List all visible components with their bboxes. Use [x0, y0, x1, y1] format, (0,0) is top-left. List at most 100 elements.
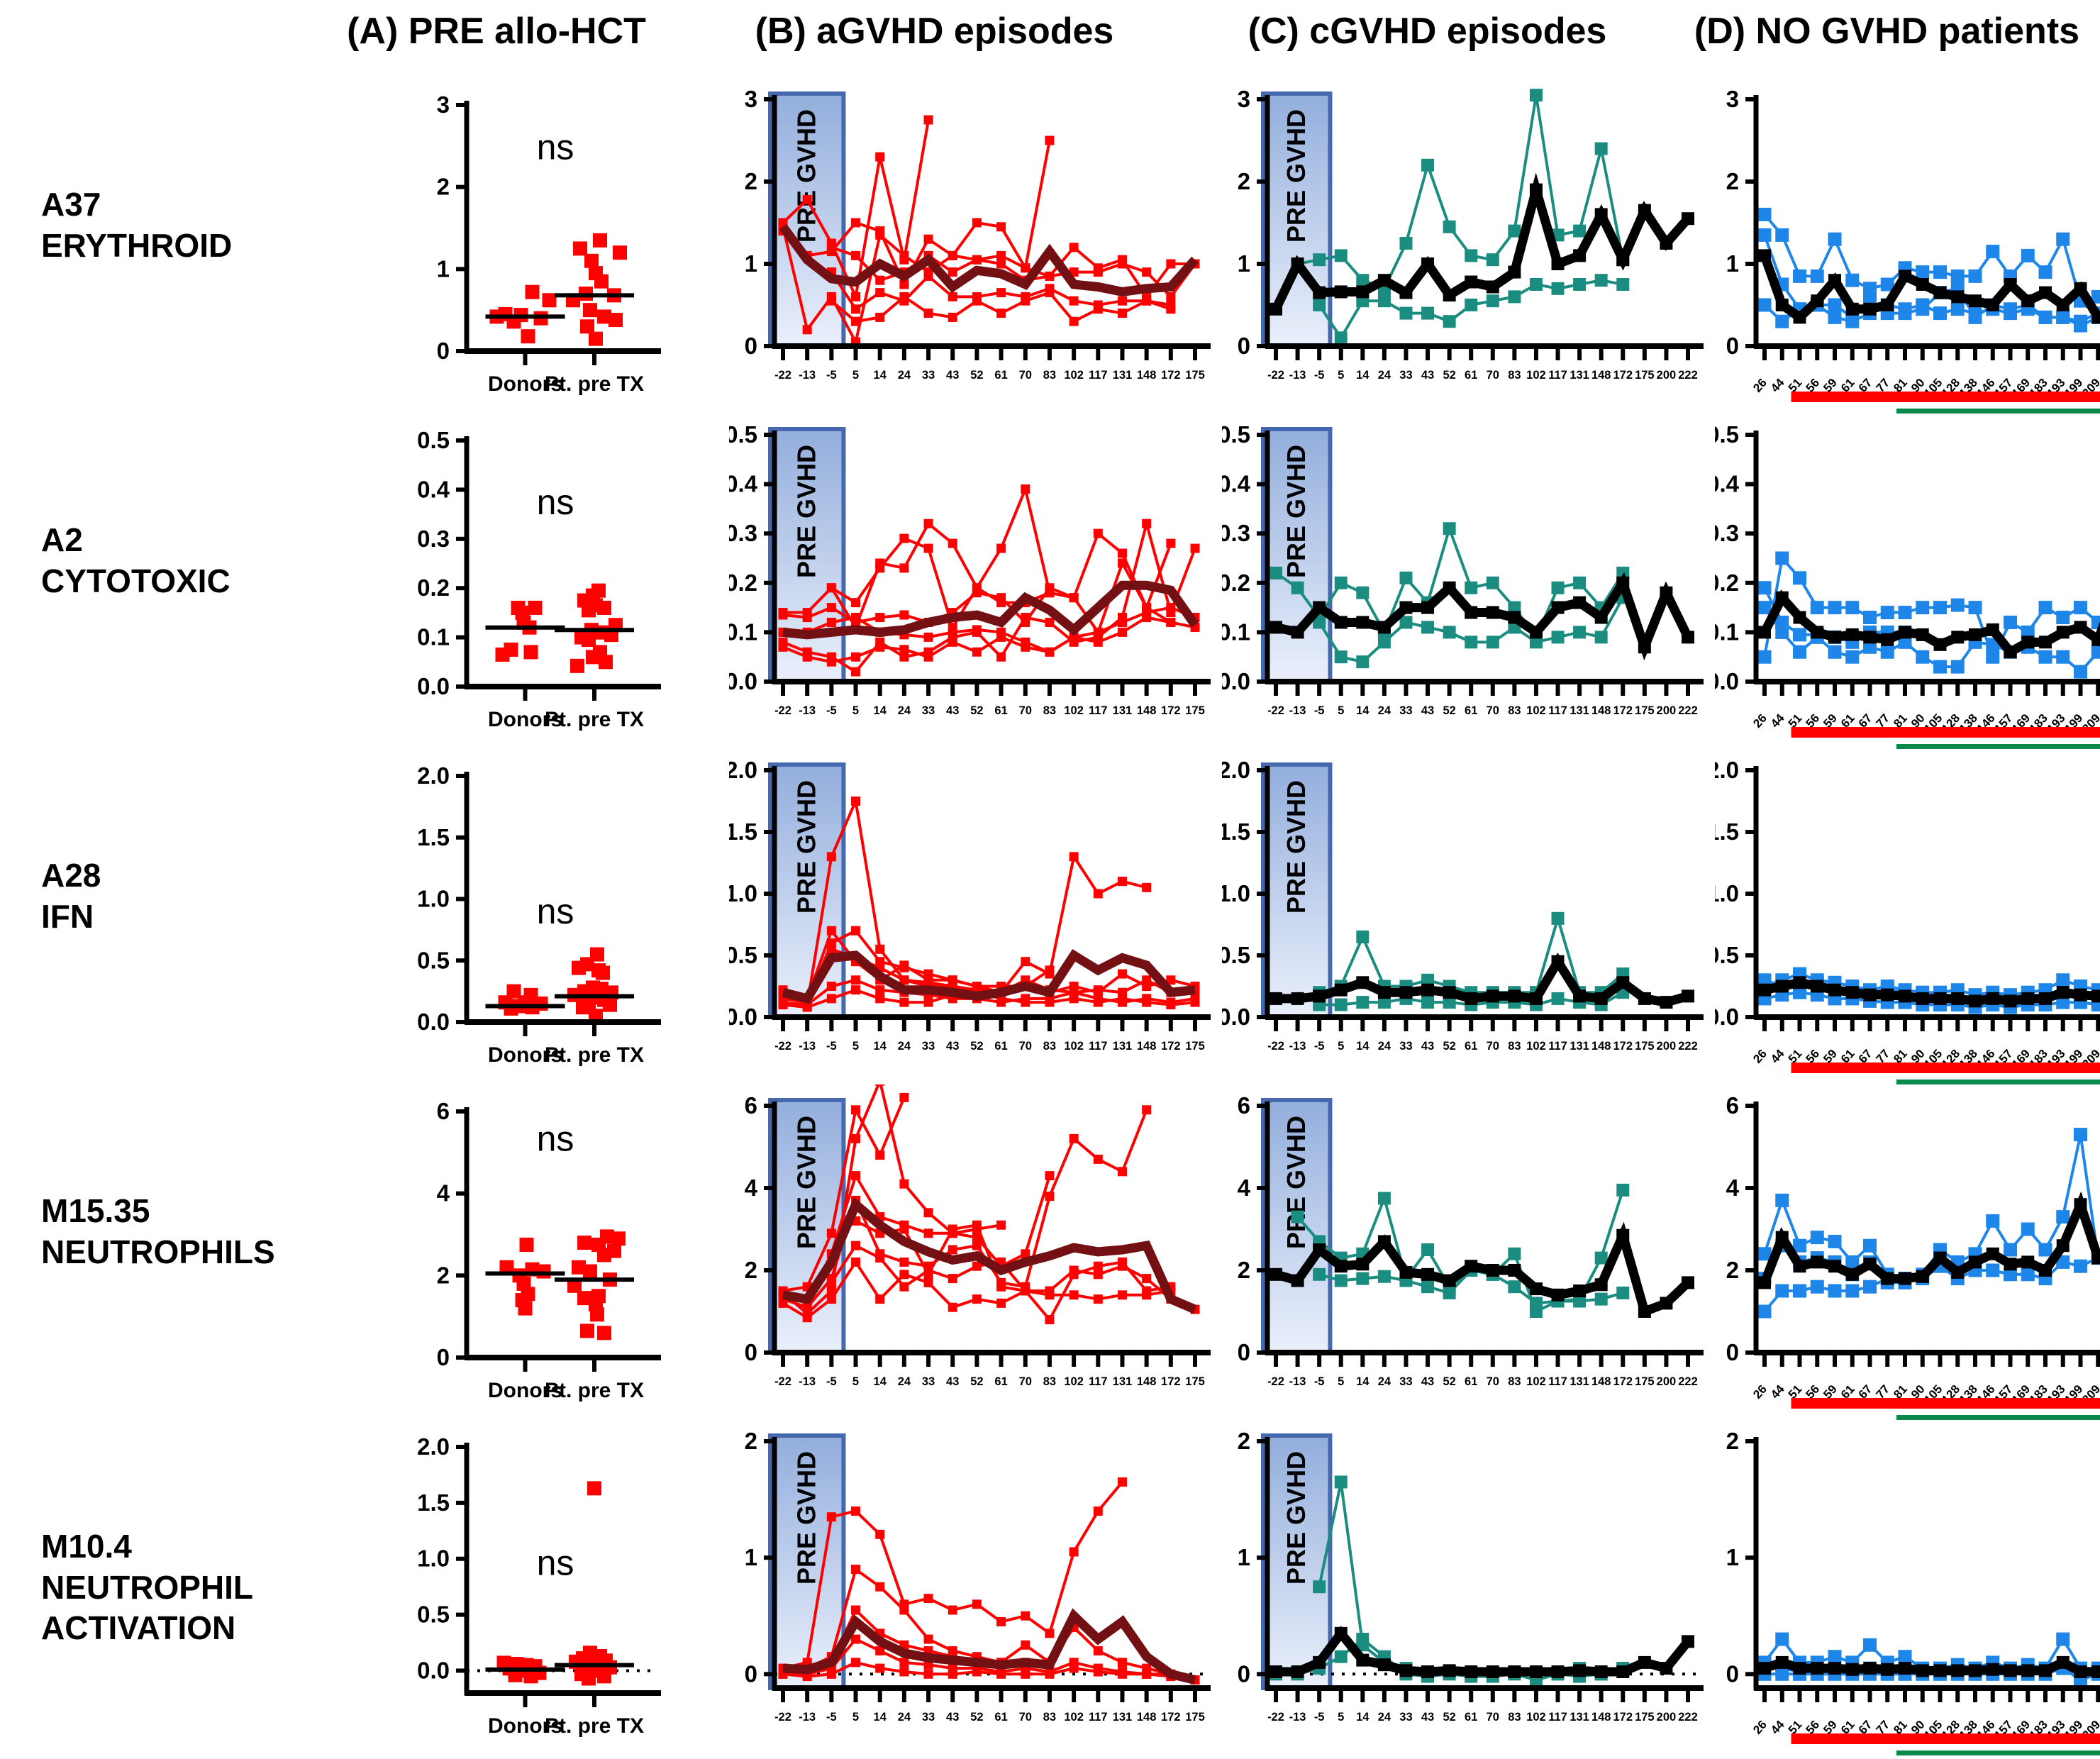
svg-text:24: 24 [1378, 704, 1391, 717]
svg-text:117: 117 [1089, 369, 1108, 382]
svg-text:-13: -13 [799, 704, 816, 717]
svg-text:102: 102 [1526, 1711, 1546, 1724]
svg-text:43: 43 [946, 1040, 959, 1053]
svg-text:6: 6 [745, 1092, 757, 1119]
svg-text:175: 175 [1185, 1040, 1205, 1053]
row-label-line: CYTOTOXIC [41, 561, 346, 602]
svg-text:33: 33 [922, 1040, 935, 1053]
svg-text:102: 102 [1064, 1040, 1084, 1053]
svg-text:61: 61 [1465, 1040, 1477, 1053]
svg-text:148: 148 [1137, 369, 1157, 382]
svg-text:ns: ns [537, 127, 574, 167]
header-no-gvhd: (D) NO GVHD patients [1674, 0, 2100, 78]
svg-text:83: 83 [1043, 704, 1056, 717]
svg-text:1.0: 1.0 [1715, 880, 1739, 906]
svg-text:-13: -13 [1289, 369, 1306, 382]
svg-text:83: 83 [1508, 1040, 1521, 1053]
svg-text:175: 175 [1635, 369, 1655, 382]
svg-text:-13: -13 [799, 1375, 816, 1388]
svg-text:0.1: 0.1 [729, 618, 757, 645]
svg-text:-22: -22 [1267, 704, 1284, 717]
svg-text:PRE GVHD: PRE GVHD [792, 109, 821, 243]
svg-text:-13: -13 [799, 1711, 816, 1724]
svg-text:0: 0 [745, 1660, 757, 1687]
svg-text:33: 33 [922, 1375, 935, 1388]
svg-text:117: 117 [1548, 1375, 1567, 1388]
svg-text:2.0: 2.0 [417, 762, 450, 789]
svg-text:0.2: 0.2 [1715, 570, 1739, 596]
svg-text:0: 0 [745, 333, 757, 359]
chart-svg-r5d: 0122644515659616777819010512813814615716… [1715, 1420, 2100, 1755]
svg-text:26: 26 [1750, 376, 1770, 395]
svg-text:0: 0 [745, 1339, 757, 1365]
svg-text:2.0: 2.0 [729, 757, 757, 783]
svg-text:24: 24 [898, 1040, 911, 1053]
svg-text:172: 172 [1613, 1711, 1633, 1724]
svg-text:5: 5 [852, 1040, 859, 1053]
svg-text:-22: -22 [1267, 1375, 1284, 1388]
svg-text:200: 200 [1657, 1040, 1677, 1053]
svg-text:0.4: 0.4 [417, 476, 450, 502]
panel-r3d: 0.00.51.01.52.02644515659616777819010512… [1715, 749, 2100, 1084]
svg-text:24: 24 [898, 704, 911, 717]
svg-text:0.0: 0.0 [1222, 668, 1250, 694]
svg-text:5: 5 [1338, 1040, 1344, 1053]
svg-text:14: 14 [1356, 369, 1370, 382]
svg-text:3: 3 [1238, 86, 1250, 112]
svg-text:43: 43 [946, 1711, 959, 1724]
svg-text:0: 0 [437, 1344, 450, 1370]
svg-text:5: 5 [852, 369, 859, 382]
svg-text:117: 117 [1089, 1040, 1108, 1053]
svg-text:0: 0 [1726, 1660, 1739, 1687]
svg-text:5: 5 [1338, 369, 1344, 382]
svg-text:2: 2 [437, 1262, 450, 1288]
svg-text:52: 52 [970, 369, 983, 382]
svg-text:0.1: 0.1 [1715, 618, 1739, 645]
svg-text:24: 24 [898, 1711, 911, 1724]
svg-text:83: 83 [1508, 704, 1521, 717]
svg-text:-5: -5 [1314, 369, 1325, 382]
svg-text:172: 172 [1161, 704, 1181, 717]
svg-text:175: 175 [1635, 1040, 1655, 1053]
svg-text:0: 0 [437, 338, 450, 364]
svg-text:-22: -22 [774, 1040, 791, 1053]
svg-text:70: 70 [1019, 369, 1032, 382]
svg-text:70: 70 [1487, 1040, 1499, 1053]
svg-text:2.0: 2.0 [1222, 757, 1250, 783]
svg-text:33: 33 [1399, 704, 1412, 717]
svg-text:0: 0 [1726, 1339, 1739, 1365]
svg-text:6: 6 [1238, 1092, 1250, 1119]
svg-text:52: 52 [1443, 1711, 1455, 1724]
svg-text:52: 52 [1443, 704, 1455, 717]
svg-text:117: 117 [1548, 704, 1567, 717]
svg-text:2: 2 [1726, 168, 1739, 194]
svg-text:0: 0 [1238, 1339, 1250, 1365]
svg-text:24: 24 [1378, 1040, 1391, 1053]
svg-text:172: 172 [1613, 1375, 1633, 1388]
svg-text:2.0: 2.0 [1715, 757, 1739, 783]
svg-text:0: 0 [1726, 333, 1739, 359]
svg-text:Pt. pre TX: Pt. pre TX [545, 708, 644, 731]
svg-text:2: 2 [1726, 1257, 1739, 1283]
svg-text:0.3: 0.3 [1715, 520, 1739, 546]
svg-text:61: 61 [1465, 704, 1477, 717]
svg-text:0.0: 0.0 [1715, 668, 1739, 694]
svg-text:0.2: 0.2 [729, 570, 757, 596]
svg-text:131: 131 [1570, 1711, 1589, 1724]
svg-text:33: 33 [922, 369, 935, 382]
svg-text:1.0: 1.0 [417, 1546, 450, 1572]
svg-text:172: 172 [1161, 369, 1181, 382]
svg-text:102: 102 [1526, 1040, 1546, 1053]
svg-text:0.5: 0.5 [729, 942, 757, 968]
